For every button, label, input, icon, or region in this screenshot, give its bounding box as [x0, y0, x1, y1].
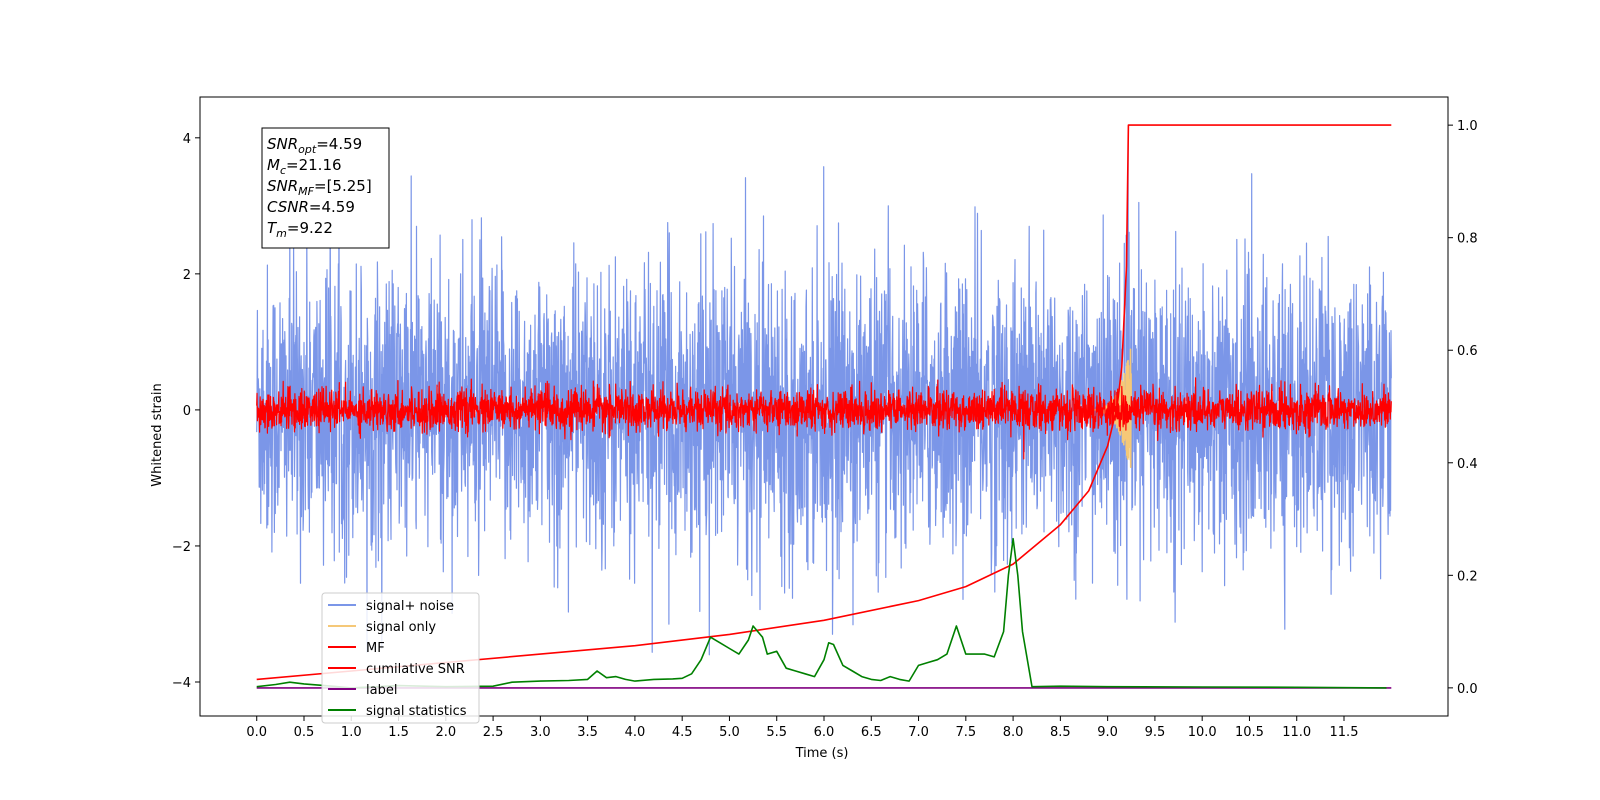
legend-frame — [321, 592, 480, 724]
annotation-line: CSNR=4.59 — [267, 198, 355, 216]
annotation-line: SNRopt=4.59 — [267, 135, 362, 156]
y-tick-label: 0 — [183, 404, 191, 419]
x-tick-label: 7.0 — [908, 725, 929, 740]
x-tick-label: 2.0 — [435, 725, 456, 740]
x-tick-label: 4.0 — [625, 725, 646, 740]
x-tick-label: 1.0 — [341, 725, 362, 740]
x-tick-label: 11.0 — [1282, 725, 1311, 740]
legend-label: signal only — [366, 620, 436, 635]
y-right-tick-label: 0.6 — [1457, 344, 1478, 359]
legend-label: cumilative SNR — [366, 662, 465, 677]
legend: signal+ noise signal only MF cumilative SNR… — [321, 592, 480, 724]
y-tick-label: 4 — [183, 132, 191, 147]
series-mf — [256, 377, 1392, 460]
x-tick-label: 2.5 — [483, 725, 504, 740]
x-tick-label: 6.5 — [861, 725, 882, 740]
x-tick-label: 8.0 — [1003, 725, 1024, 740]
legend-label: MF — [366, 641, 385, 656]
annotation-line: Tm=9.22 — [267, 219, 333, 240]
y-axis-left: −4 −2 0 2 4 — [172, 132, 200, 691]
y-tick-label: −2 — [172, 540, 191, 555]
y-right-tick-label: 0.0 — [1457, 682, 1478, 697]
legend-label: signal+ noise — [366, 599, 454, 614]
legend-label: label — [366, 683, 397, 698]
x-tick-label: 0.5 — [294, 725, 315, 740]
legend-label: signal statistics — [366, 704, 467, 719]
annotation-frame — [261, 127, 390, 249]
x-tick-label: 5.0 — [719, 725, 740, 740]
y-tick-label: 2 — [183, 268, 191, 283]
annotation-box: SNRopt=4.59Mc=21.16SNRMF=[5.25]CSNR=4.59… — [261, 127, 390, 249]
x-tick-label: 0.0 — [246, 725, 267, 740]
x-tick-label: 10.0 — [1188, 725, 1217, 740]
series-cumilative-snr — [256, 124, 1392, 681]
x-tick-label: 8.5 — [1050, 725, 1071, 740]
y-right-tick-label: 0.4 — [1457, 457, 1478, 472]
x-axis: 0.0 0.5 1.0 1.5 2.0 2.5 3.0 3.5 4.0 4.5 5.0 5.5 6.0 6… — [246, 716, 1358, 740]
x-tick-label: 4.5 — [672, 725, 693, 740]
y-right-tick-label: 0.8 — [1457, 232, 1478, 247]
x-tick-label: 7.5 — [955, 725, 976, 740]
y-axis-label: Whitened strain — [150, 383, 165, 486]
y-axis-right: 0.0 0.2 0.4 0.6 0.8 1.0 — [1448, 119, 1478, 697]
x-tick-label: 6.0 — [814, 725, 835, 740]
y-right-tick-label: 1.0 — [1457, 119, 1478, 134]
x-tick-label: 5.5 — [766, 725, 787, 740]
annotation-lines: SNRopt=4.59Mc=21.16SNRMF=[5.25]CSNR=4.59… — [267, 135, 372, 240]
x-tick-label: 3.0 — [530, 725, 551, 740]
x-tick-label: 10.5 — [1235, 725, 1264, 740]
legend-items: signal+ noise signal only MF cumilative SNR… — [328, 599, 467, 719]
x-axis-label: Time (s) — [795, 746, 849, 761]
x-tick-label: 11.5 — [1330, 725, 1359, 740]
annotation-line: Mc=21.16 — [267, 156, 342, 177]
y-right-tick-label: 0.2 — [1457, 569, 1478, 584]
series-signal-statistics — [256, 537, 1387, 689]
x-tick-label: 9.0 — [1097, 725, 1118, 740]
x-tick-label: 1.5 — [388, 725, 409, 740]
series-signal-noise — [256, 136, 1392, 656]
x-tick-label: 3.5 — [577, 725, 598, 740]
x-tick-label: 9.5 — [1145, 725, 1166, 740]
annotation-line: SNRMF=[5.25] — [267, 177, 372, 198]
y-tick-label: −4 — [172, 676, 191, 691]
